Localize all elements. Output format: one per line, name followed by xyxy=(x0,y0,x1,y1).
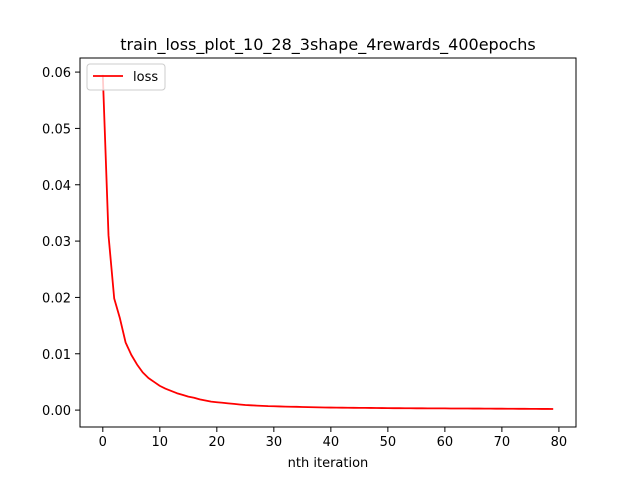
x-tick-label: 10 xyxy=(152,435,169,450)
legend-box xyxy=(86,63,166,91)
chart-title: train_loss_plot_10_28_3shape_4rewards_40… xyxy=(120,35,536,55)
x-tick-label: 30 xyxy=(266,435,283,450)
x-axis-label: nth iteration xyxy=(288,456,369,471)
x-tick-label: 80 xyxy=(551,435,568,450)
series-line-loss xyxy=(101,74,554,410)
y-tick-label: 0.03 xyxy=(42,235,71,250)
series-layer xyxy=(101,74,554,410)
y-tick-label: 0.02 xyxy=(42,291,71,306)
y-tick-label: 0.06 xyxy=(42,66,71,81)
x-tick-label: 70 xyxy=(494,435,511,450)
x-tick-label: 50 xyxy=(380,435,397,450)
y-tick-label: 0.04 xyxy=(42,179,71,194)
legend: loss xyxy=(86,63,166,91)
x-axis-ticks: 0 10 20 30 40 50 60 70 80 xyxy=(99,427,568,450)
legend-label-loss: loss xyxy=(133,70,158,85)
x-tick-label: 0 xyxy=(99,435,107,450)
y-tick-label: 0.05 xyxy=(42,122,71,137)
y-tick-label: 0.00 xyxy=(42,404,71,419)
x-tick-label: 20 xyxy=(209,435,226,450)
y-tick-label: 0.01 xyxy=(42,348,71,363)
y-axis-ticks: 0.00 0.01 0.02 0.03 0.04 0.05 0.06 xyxy=(42,66,80,419)
x-tick-label: 40 xyxy=(323,435,340,450)
x-tick-label: 60 xyxy=(437,435,454,450)
plot-frame xyxy=(79,57,577,428)
